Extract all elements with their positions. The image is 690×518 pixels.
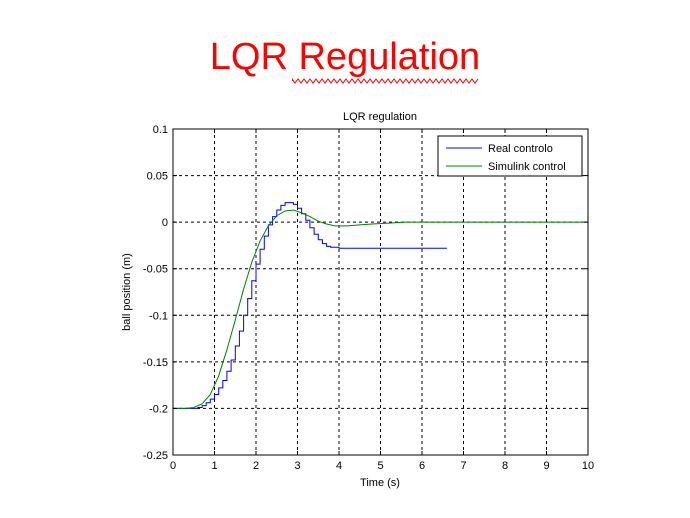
legend-box [437,135,583,177]
x-tick-label: 10 [582,460,594,472]
y-tick-label: -0.1 [149,310,168,322]
y-tick-label: -0.25 [143,450,168,462]
x-tick-label: 1 [211,460,217,472]
y-tick-label: 0.05 [147,171,168,183]
y-tick-label: -0.15 [143,357,168,369]
series-line-1 [173,209,588,409]
series-lines [173,202,588,409]
legend-label-real: Real controlo [488,143,553,155]
y-tick-label: -0.05 [143,264,168,276]
x-tick-label: 8 [502,460,508,472]
series-line-0 [173,202,447,409]
y-tick-label: -0.2 [149,403,168,415]
legend-label-simulink: Simulink control [488,161,566,173]
y-axis-label: ball position (m) [121,253,133,331]
axis-ticks: 0 1 2 3 4 5 6 7 8 9 10 0.1 0.05 0 -0.05 -0.1 -0.15 -0.2 -0… [143,124,594,472]
grid-lines [173,129,588,455]
x-tick-label: 7 [460,460,466,472]
x-axis-label: Time (s) [360,477,400,489]
x-tick-label: 9 [543,460,549,472]
x-tick-label: 6 [419,460,425,472]
x-tick-label: 4 [336,460,342,472]
slide-title: LQR Regulation [209,36,481,78]
y-tick-label: 0 [162,217,168,229]
y-tick-label: 0.1 [153,124,168,136]
x-tick-label: 5 [377,460,383,472]
chart-title: LQR regulation [343,111,417,123]
x-tick-label: 2 [253,460,259,472]
legend: Real controlo Simulink control [437,135,583,177]
x-tick-label: 3 [294,460,300,472]
x-tick-label: 0 [170,460,176,472]
spellcheck-underline [292,78,479,84]
